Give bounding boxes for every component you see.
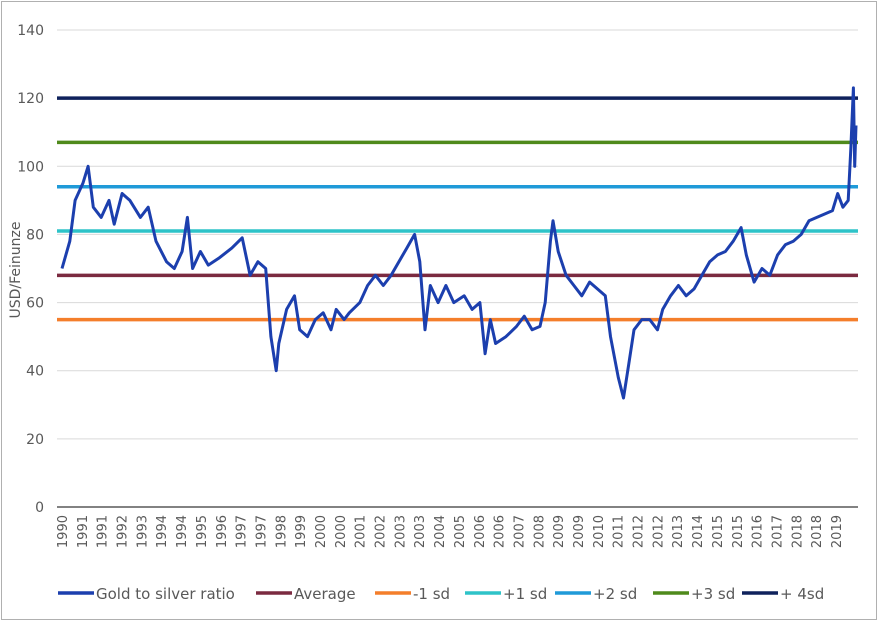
x-tick-label: 2012 (632, 515, 647, 548)
x-tick-label: 1995 (195, 515, 210, 548)
x-tick-label: 1997 (254, 515, 269, 548)
legend: Gold to silver ratio Average -1 sd +1 sd +2 … (58, 585, 824, 603)
legend-item: Gold to silver ratio (58, 585, 235, 603)
legend-item: Average (256, 585, 356, 603)
x-tick-label: 2009 (552, 515, 567, 548)
series-lines (60, 86, 858, 400)
x-tick-label: 2015 (731, 515, 746, 548)
y-axis-label: USD/Feinunze (8, 221, 24, 318)
x-tick-label: 2001 (354, 515, 369, 548)
legend-label: -1 sd (413, 585, 450, 603)
y-tick-label: 40 (26, 364, 44, 380)
x-tick-label: 2016 (751, 515, 766, 548)
x-tick-label: 2007 (512, 515, 527, 548)
x-tick-label: 2000 (314, 515, 329, 548)
x-tick-label: 1999 (294, 515, 309, 548)
legend-label: + 4sd (780, 585, 824, 603)
x-tick-label: 2015 (711, 515, 726, 548)
legend-item: -1 sd (375, 585, 450, 603)
x-tick-label: 1997 (235, 515, 250, 548)
x-axis-ticks: 1990 1991 1991 1992 1993 1994 1994 1995 1996 1997… (56, 515, 845, 548)
x-tick-label: 1991 (96, 515, 111, 548)
x-tick-label: 2002 (374, 515, 389, 548)
x-tick-label: 2003 (393, 515, 408, 548)
y-axis-ticks: 0 20 40 60 80 100 120 140 (17, 23, 44, 516)
legend-item: +2 sd (555, 585, 637, 603)
x-tick-label: 1994 (155, 515, 170, 548)
y-tick-label: 100 (17, 159, 44, 175)
legend-label: Average (294, 585, 356, 603)
x-tick-label: 1993 (135, 515, 150, 548)
x-tick-label: 2003 (413, 515, 428, 548)
x-tick-label: 2018 (790, 515, 805, 548)
x-tick-label: 2004 (433, 515, 448, 548)
legend-item: + 4sd (742, 585, 824, 603)
y-tick-label: 120 (17, 91, 44, 107)
x-tick-label: 1992 (116, 515, 131, 548)
legend-item: +3 sd (653, 585, 735, 603)
reference-lines (57, 96, 858, 322)
x-tick-label: 2018 (810, 515, 825, 548)
x-tick-label: 2019 (830, 515, 845, 548)
x-tick-label: 2010 (592, 515, 607, 548)
legend-item: +1 sd (465, 585, 547, 603)
x-tick-label: 2006 (473, 515, 488, 548)
series-line-gold-silver-ratio (60, 86, 858, 400)
x-tick-label: 2012 (651, 515, 666, 548)
x-tick-label: 2005 (453, 515, 468, 548)
x-tick-label: 1996 (215, 515, 230, 548)
y-tick-label: 0 (35, 500, 44, 516)
x-tick-label: 2006 (493, 515, 508, 548)
x-tick-label: 1994 (175, 515, 190, 548)
x-tick-label: 2009 (572, 515, 587, 548)
x-tick-label: 2014 (691, 515, 706, 548)
legend-label: +1 sd (503, 585, 547, 603)
y-tick-label: 20 (26, 432, 44, 448)
y-tick-label: 140 (17, 23, 44, 39)
x-tick-label: 2011 (612, 515, 627, 548)
legend-label: Gold to silver ratio (96, 585, 235, 603)
legend-label: +3 sd (691, 585, 735, 603)
legend-label: +2 sd (593, 585, 637, 603)
x-tick-label: 1998 (274, 515, 289, 548)
x-tick-label: 1990 (56, 515, 71, 548)
x-tick-label: 2013 (671, 515, 686, 548)
y-tick-label: 60 (26, 296, 44, 312)
x-tick-label: 2017 (770, 515, 785, 548)
x-tick-label: 1991 (76, 515, 91, 548)
x-tick-label: 2000 (334, 515, 349, 548)
x-tick-label: 2008 (532, 515, 547, 548)
y-tick-label: 80 (26, 227, 44, 243)
